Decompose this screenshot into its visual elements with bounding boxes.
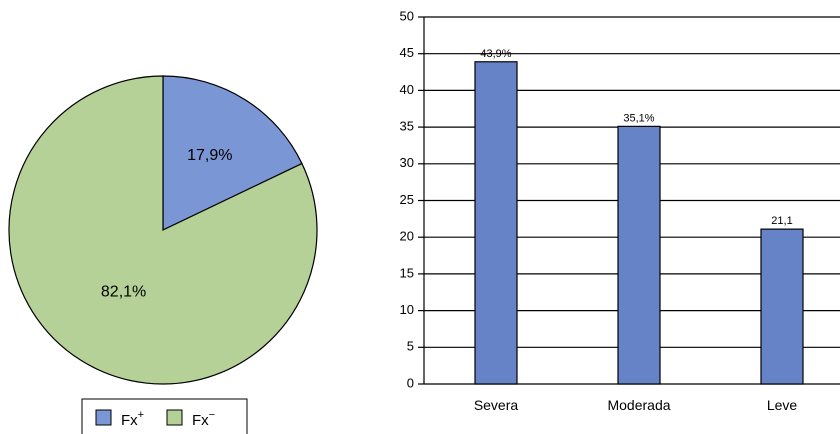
pie-slice-label-0: 17,9% [187, 147, 232, 164]
bar-data-label-0: 43,9% [480, 48, 511, 60]
bar-data-label-1: 35,1% [623, 112, 654, 124]
pie-legend: Fx+ Fx− [81, 398, 248, 434]
y-tick-label-3: 15 [400, 265, 414, 280]
bar-severa [474, 61, 518, 385]
y-tick-label-9: 45 [400, 45, 414, 60]
y-tick-label-7: 35 [400, 119, 414, 134]
legend-swatch-1 [166, 409, 183, 426]
x-tick-label-1: Moderada [607, 397, 670, 413]
y-tick-label-10: 50 [400, 8, 414, 23]
pie-slice-label-1: 82,1% [101, 284, 146, 301]
y-tick-label-2: 10 [400, 302, 414, 317]
y-tick-label-4: 20 [400, 229, 414, 244]
y-tick-label-8: 40 [400, 82, 414, 97]
x-tick-label-0: Severa [474, 397, 519, 413]
bar-moderada [617, 125, 661, 385]
y-tick-label-1: 5 [407, 339, 414, 354]
bar-data-label-2: 21,1 [771, 215, 792, 227]
y-tick-label-6: 30 [400, 155, 414, 170]
y-tick-label-5: 25 [400, 192, 414, 207]
legend-swatch-0 [95, 409, 112, 426]
legend-label-1: Fx− [192, 409, 215, 429]
bar-leve [760, 228, 804, 385]
x-tick-label-2: Leve [767, 397, 798, 413]
y-tick-label-0: 0 [407, 375, 414, 390]
pie-slice-0 [162, 75, 303, 231]
pie-chart: 17,9% 82,1% [8, 75, 318, 385]
bar-chart: 0 5 10 15 20 25 30 35 40 45 50 43,9% Severa 35,1% Mode… [400, 8, 840, 413]
pie-slice-1 [8, 75, 318, 385]
legend-label-0: Fx+ [121, 409, 144, 429]
